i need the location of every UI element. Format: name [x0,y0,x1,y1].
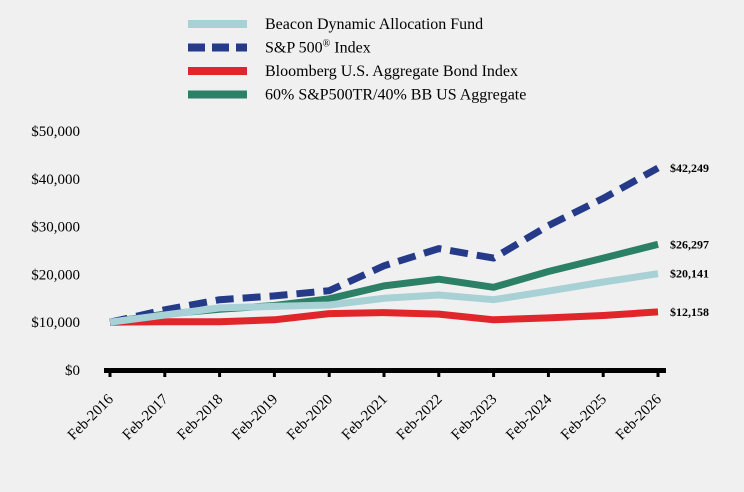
legend-label: S&P 500® Index [265,39,371,57]
legend-item-s-p-500-index: S&P 500® Index [188,39,371,57]
y-tick-label: $20,000 [31,267,80,283]
end-value-label: $42,249 [670,161,709,175]
y-tick-label: $40,000 [31,172,80,188]
x-tick-label: Feb-2023 [448,392,500,444]
end-value-label: $20,141 [670,267,709,281]
y-tick-label: $30,000 [31,220,80,236]
x-tick-label: Feb-2025 [558,392,610,444]
x-tick-label: Feb-2026 [613,391,665,443]
x-tick-label: Feb-2020 [284,392,336,444]
legend-item-bloomberg-u-s-aggregate-bond-index: Bloomberg U.S. Aggregate Bond Index [188,63,518,80]
legend-label: Beacon Dynamic Allocation Fund [265,16,483,33]
series-line-beacon-dynamic-allocation-fund [109,270,659,326]
end-value-label: $26,297 [670,237,709,251]
x-tick-label: Feb-2018 [174,392,226,444]
x-tick-label: Feb-2017 [120,391,172,443]
y-tick-label: $10,000 [31,315,80,331]
x-tick-label: Feb-2016 [65,391,117,443]
x-tick-label: Feb-2019 [229,392,281,444]
legend-label: 60% S&P500TR/40% BB US Aggregate [265,87,526,104]
x-tick-label: Feb-2022 [394,392,446,444]
series-line-s-p-500-index [109,164,660,326]
legend-item-60-s-p500tr-40-bb-us-aggregate: 60% S&P500TR/40% BB US Aggregate [188,87,526,104]
end-value-label: $12,158 [670,305,709,319]
y-tick-label: $0 [65,363,80,379]
legend-item-beacon-dynamic-allocation-fund: Beacon Dynamic Allocation Fund [188,16,483,33]
x-tick-label: Feb-2024 [503,391,555,443]
series-line-bloomberg-u-s-aggregate-bond-index [109,308,659,326]
y-tick-label: $50,000 [31,124,80,140]
legend-label: Bloomberg U.S. Aggregate Bond Index [265,63,518,80]
x-tick-label: Feb-2021 [339,392,391,444]
